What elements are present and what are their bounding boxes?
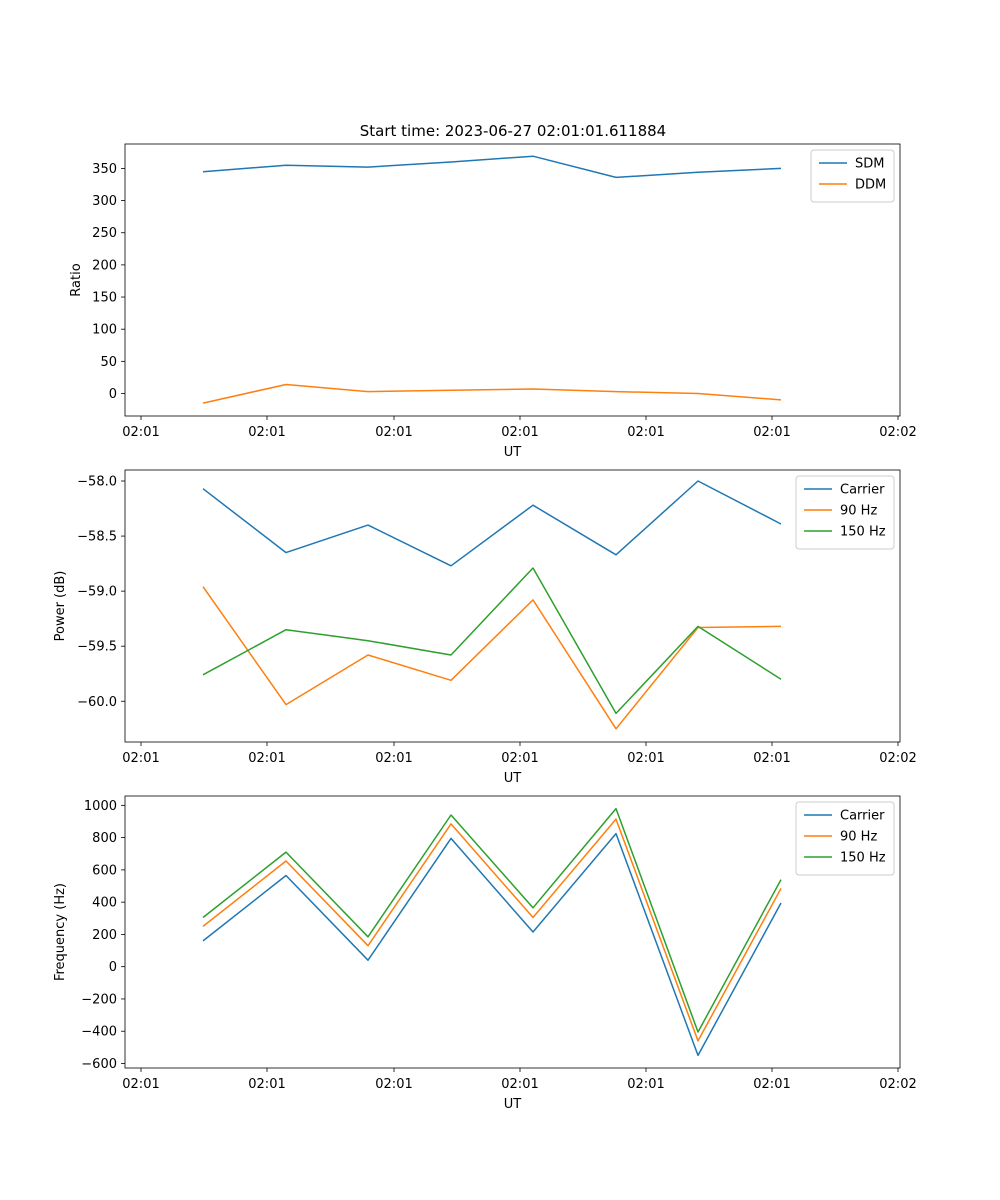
y-tick-label: −200 <box>81 992 117 1007</box>
y-tick-label: −59.0 <box>77 585 117 600</box>
x-tick-label: 02:01 <box>122 1077 159 1092</box>
legend-label: DDM <box>855 178 886 193</box>
x-tick-label: 02:02 <box>879 1077 916 1092</box>
x-axis-label: UT <box>504 1097 522 1112</box>
series-line-90-hz <box>202 818 782 1042</box>
series-line-carrier <box>202 832 782 1057</box>
series-line-150-hz <box>202 567 782 715</box>
figure-title: Start time: 2023-06-27 02:01:01.611884 <box>360 122 666 140</box>
y-tick-label: 0 <box>109 960 117 975</box>
y-tick-label: −60.0 <box>77 695 117 710</box>
chart-panel-1: 02:01 02:01 02:01 02:01 02:01 02:01 02:02 0 50 10… <box>69 143 917 460</box>
x-tick-label: 02:01 <box>248 1077 285 1092</box>
x-tick-label: 02:01 <box>375 751 412 766</box>
y-tick-label: 200 <box>92 258 117 273</box>
x-tick-label: 02:01 <box>627 425 664 440</box>
legend-label: Carrier <box>840 483 885 498</box>
x-tick-label: 02:01 <box>375 425 412 440</box>
x-tick-label: 02:01 <box>753 1077 790 1092</box>
series-line-carrier <box>202 480 782 567</box>
y-axis-label: Ratio <box>69 263 84 296</box>
x-tick-label: 02:01 <box>122 425 159 440</box>
x-tick-label: 02:01 <box>627 1077 664 1092</box>
series-line-90-hz <box>202 586 782 730</box>
y-tick-label: 400 <box>92 896 117 911</box>
y-axis-label: Frequency (Hz) <box>53 883 68 981</box>
axes-frame <box>124 143 901 417</box>
y-tick-label: 200 <box>92 928 117 943</box>
x-tick-label: 02:01 <box>122 751 159 766</box>
x-axis-label: UT <box>504 445 522 460</box>
x-axis-label: UT <box>504 771 522 786</box>
y-tick-label: −600 <box>81 1057 117 1072</box>
y-tick-label: −58.5 <box>77 530 117 545</box>
legend-label: 150 Hz <box>840 525 886 540</box>
series-line-ddm <box>202 383 782 404</box>
legend-label: 90 Hz <box>840 504 877 519</box>
y-tick-label: 350 <box>92 162 117 177</box>
series-line-150-hz <box>202 807 782 1033</box>
x-tick-label: 02:01 <box>753 425 790 440</box>
y-tick-label: 150 <box>92 291 117 306</box>
legend-label: 150 Hz <box>840 851 886 866</box>
y-tick-label: 100 <box>92 323 117 338</box>
x-tick-label: 02:01 <box>248 425 285 440</box>
x-tick-label: 02:01 <box>248 751 285 766</box>
chart-panel-2: 02:01 02:01 02:01 02:01 02:01 02:01 02:02 −60.0… <box>53 469 917 786</box>
y-tick-label: 600 <box>92 863 117 878</box>
axes-frame <box>124 795 901 1069</box>
series-line-sdm <box>202 155 782 179</box>
x-tick-label: 02:01 <box>753 751 790 766</box>
y-tick-label: 800 <box>92 831 117 846</box>
y-tick-label: −400 <box>81 1025 117 1040</box>
y-tick-label: 1000 <box>84 799 117 814</box>
y-tick-label: 50 <box>100 355 117 370</box>
x-tick-label: 02:01 <box>501 425 538 440</box>
x-tick-label: 02:01 <box>501 751 538 766</box>
legend-label: 90 Hz <box>840 830 877 845</box>
y-tick-label: 250 <box>92 226 117 241</box>
x-tick-label: 02:02 <box>879 751 916 766</box>
y-tick-label: −59.5 <box>77 640 117 655</box>
x-tick-label: 02:01 <box>627 751 664 766</box>
x-tick-label: 02:01 <box>375 1077 412 1092</box>
y-tick-label: 300 <box>92 194 117 209</box>
y-tick-label: 0 <box>109 387 117 402</box>
x-tick-label: 02:01 <box>501 1077 538 1092</box>
x-tick-label: 02:02 <box>879 425 916 440</box>
axes-frame <box>124 469 901 743</box>
y-tick-label: −58.0 <box>77 475 117 490</box>
chart-panel-3: 02:01 02:01 02:01 02:01 02:01 02:01 02:02 −600 −… <box>53 795 917 1112</box>
legend-label: SDM <box>855 157 884 172</box>
y-axis-label: Power (dB) <box>53 571 68 642</box>
legend-label: Carrier <box>840 809 885 824</box>
